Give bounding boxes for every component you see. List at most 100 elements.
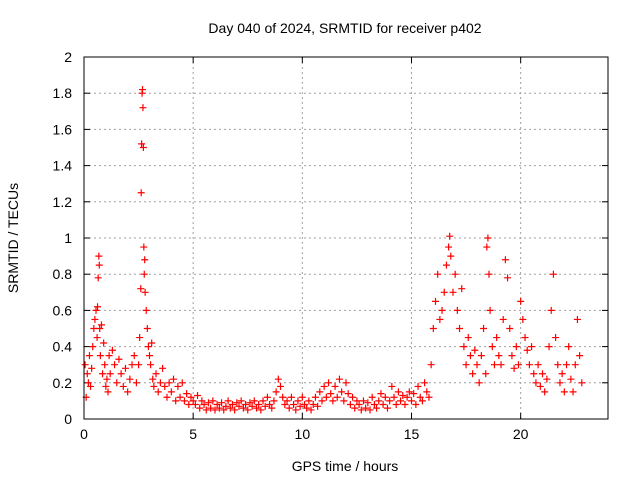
data-point [202,406,210,414]
data-point [429,325,437,332]
data-point [140,270,148,278]
data-point [105,352,113,360]
data-point [235,402,243,410]
y-tick-label: 2 [64,49,72,65]
data-point [239,404,247,412]
data-point [103,375,111,383]
data-point [213,401,221,409]
data-point [499,315,507,323]
data-point [301,401,309,409]
data-point [261,402,269,410]
data-point [85,352,93,360]
data-point [220,406,228,414]
data-point [484,234,492,242]
data-point [394,388,402,396]
data-point [94,303,102,311]
data-point [525,361,533,369]
data-point [333,393,341,401]
data-point [473,361,481,369]
data-point [563,361,571,369]
data-point [111,361,119,369]
data-point [458,285,466,293]
data-point [281,401,289,409]
data-point [362,404,370,412]
data-point [355,401,363,409]
data-point [543,375,551,383]
data-point [126,375,134,383]
data-point [136,334,144,342]
data-point [187,393,195,401]
data-point [427,361,435,369]
data-point [322,393,330,401]
data-point [250,397,258,405]
data-point [124,388,132,396]
data-point [565,343,573,351]
data-point [578,379,586,387]
data-point [316,388,324,396]
data-point [146,352,153,360]
data-point [456,325,464,332]
x-tick-label: 5 [189,426,197,442]
data-point [486,306,494,314]
data-point [274,375,282,383]
y-tick-label: 0.8 [53,266,73,282]
data-point [438,306,446,314]
data-point [440,288,448,296]
x-tick-label: 10 [295,426,311,442]
data-point [170,375,178,383]
data-point [390,393,398,401]
data-point [96,325,104,332]
data-point [549,270,557,278]
data-point [95,261,103,269]
data-point [204,399,212,407]
data-point [342,379,350,387]
data-point [573,315,581,323]
data-point [403,393,411,401]
data-point [338,388,346,396]
data-point [303,404,311,412]
y-tick-label: 1.6 [53,121,73,137]
data-point [163,393,171,401]
data-point [248,402,256,410]
y-tick-label: 0.2 [53,375,73,391]
data-point [327,390,335,398]
data-point [547,306,555,314]
data-point [231,406,239,414]
data-point [436,315,444,323]
data-point [211,406,219,414]
x-tick-label: 20 [513,426,529,442]
data-point [528,343,536,351]
data-point [412,401,420,409]
y-tick-label: 1.8 [53,85,73,101]
data-point [556,379,564,387]
data-point [149,375,157,383]
data-point [532,379,540,387]
data-point [325,379,333,387]
data-point [449,288,457,296]
data-point [401,401,409,409]
data-point [414,382,422,390]
data-point [159,364,167,372]
data-point [263,393,271,401]
data-point [172,397,180,405]
data-point [416,393,424,401]
data-point [558,370,566,378]
data-point [209,397,217,405]
data-point [447,252,455,260]
data-point [130,352,138,360]
data-point [148,339,156,347]
y-tick-label: 1.2 [53,194,73,210]
data-point [141,288,149,296]
data-point [541,388,549,396]
data-point [189,397,197,405]
data-point [349,393,357,401]
x-axis-title: GPS time / hours [292,458,399,474]
data-point [207,404,215,412]
data-point [268,404,276,412]
data-point [483,243,491,251]
data-point [335,375,343,383]
data-point [108,346,116,354]
data-point [379,401,387,409]
data-point [552,334,560,342]
data-point [453,306,461,314]
